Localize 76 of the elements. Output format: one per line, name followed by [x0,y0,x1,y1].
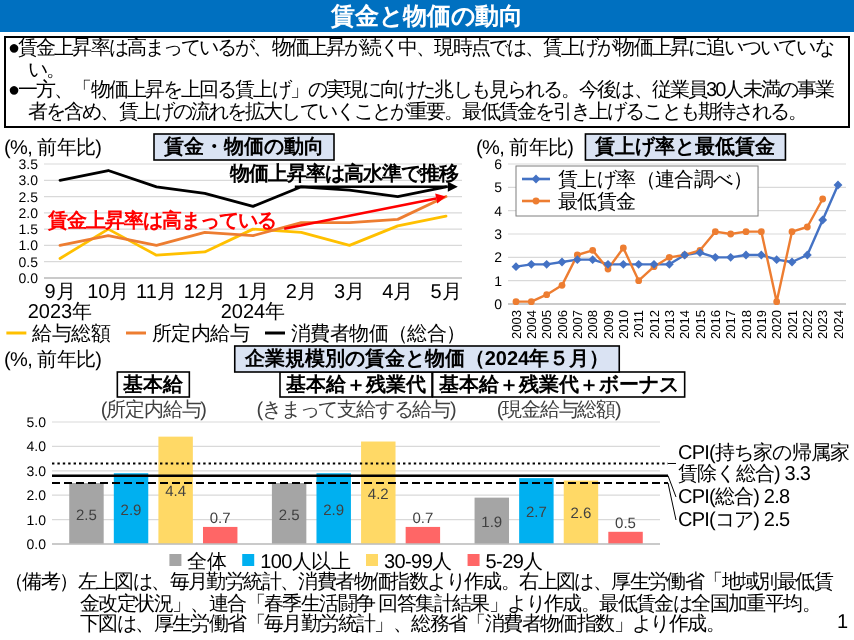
x-tick-label: 10月 [87,282,130,304]
point [787,257,797,267]
point [742,228,750,236]
legend-label: 30-99人 [384,552,453,574]
annotation: 物価上昇率は高水準で推移 [227,161,459,186]
point [833,180,843,190]
annotation: (きまって支給する給与) [256,398,456,422]
point [543,291,551,299]
point [757,228,765,236]
point [619,244,627,252]
x-tick-label: 9月 [44,282,76,304]
annotation: (現金給与総額) [496,398,622,422]
point [542,259,552,269]
legend-label: 5-29人 [485,552,544,574]
point [819,195,827,203]
point [572,255,582,265]
text: 賃金と物価の動向 [0,0,854,32]
text: 2023年 [27,300,93,324]
y-axis-title: (%, 前年比) [4,136,102,160]
ref-line-label: CPI(コア) 2.5 [678,510,791,533]
text: ●賃金上昇率は高まっているが、物価上昇が続く中、現時点では、賃上げが物価上昇に追いついていない。 [8,38,833,81]
legend-label: 最低賃金 [558,190,637,214]
x-tick-label: 4月 [382,282,414,304]
legend-label: 賃上げ率（連合調べ） [558,168,753,192]
legend-label: 消費者物価（総合） [291,322,466,346]
ref-line-label: CPI(持ち家の帰属家賃除く総合) 3.3 [678,441,850,487]
text: 2024年 [220,300,286,324]
point [741,250,751,260]
legend-label: 所定内給与 [151,322,250,346]
point [512,298,520,306]
x-tick-label: 2月 [285,282,317,304]
point [818,215,828,225]
point [588,255,598,265]
point [634,259,644,269]
point [557,257,567,267]
point [511,262,521,272]
point [664,259,674,269]
annotation: (所定内給与) [100,398,207,422]
y-axis-title: (%, 前年比) [4,348,102,372]
point [603,259,613,269]
point [803,223,811,231]
legend-label: CPI(総合) 2.8 [678,485,791,510]
point [526,259,536,269]
chart-title: 賃上げ率と最低賃金 [593,135,778,159]
point [802,250,812,260]
x-tick-label: 基本給 [121,373,186,397]
x-tick-label: 基本給＋残業代＋ボーナス [436,373,679,397]
point [727,230,735,238]
x-tick-label: 12月 [183,282,226,304]
point [589,246,597,254]
chart-title: 賃金・物価の動向 [162,135,324,159]
x-tick-label: 5月 [430,282,462,304]
x-tick-label: 3月 [333,282,366,304]
legend-label: 全体 [187,550,227,574]
chart-title: 企業規模別の賃金と物価（2024年５月） [242,347,610,371]
point [772,255,782,265]
legend-label: 給与総額 [30,322,111,346]
point [788,228,796,236]
point [635,277,643,285]
x-tick-label: 11月 [136,282,177,304]
point [726,252,736,262]
point [711,228,719,236]
point [665,253,673,261]
text: 1 [836,612,848,634]
x-tick-label: 1月 [237,282,269,304]
text: （備考）左上図は、毎月勤労統計、消費者物価指数より作成。右上図は、厚生労働省「地域別最低賃金改定状況」、連合「春季生活闘争 回答集計結果」より作成。最低賃金は全国加重平均。下図は、厚生労働省「毎月勤労統計」、総務省「消費者物価指数」より作成。 [4,572,833,637]
point [710,252,720,262]
legend-label: 100人以上 [260,550,351,574]
point [618,259,628,269]
annotation: 賃金上昇率は高まっている [46,208,277,233]
x-tick-label: 基本給＋残業代 [284,373,426,397]
point [558,281,566,289]
y-axis-title: (%, 前年比) [476,136,574,160]
point [527,298,535,306]
point [773,298,781,306]
text: ●一方、「物価上昇を上回る賃上げ」の実現に向けた兆しも見られる。今後は、従業員30人未満の事業者を含め、賃上げの流れを拡大していくことが重要。最低賃金を引き上げることも期待される。 [8,80,836,124]
